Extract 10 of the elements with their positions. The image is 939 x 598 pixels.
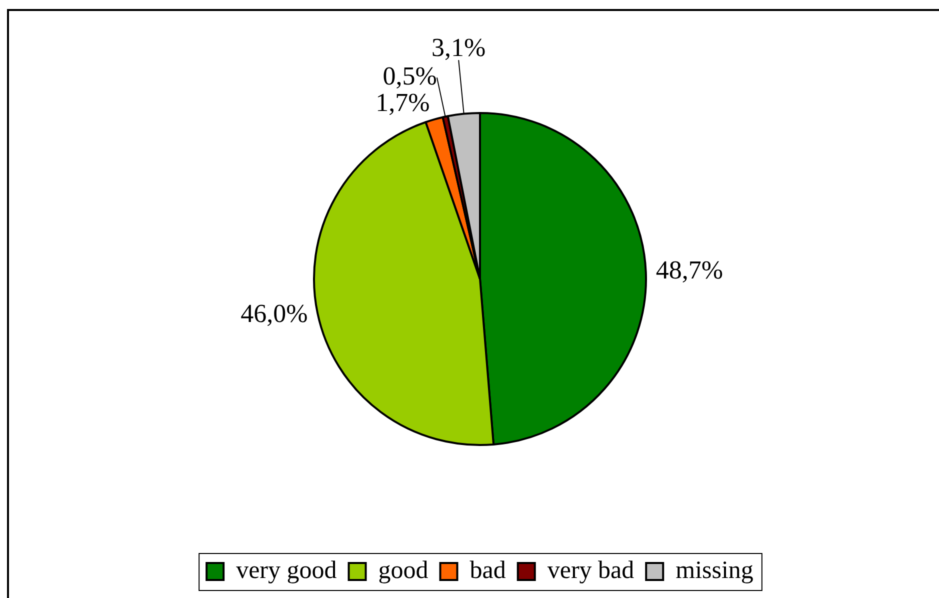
legend-label: very good [236,557,338,584]
legend-label: very bad [547,557,635,584]
data-label: 48,7% [656,256,724,285]
data-label: 1,7% [376,88,430,117]
legend-label: missing [676,557,754,584]
data-label: 46,0% [240,299,308,328]
legend-label: good [378,557,429,584]
data-label: 3,1% [432,32,486,62]
data-label: 0,5% [382,61,437,90]
legend-label: bad [470,557,506,584]
